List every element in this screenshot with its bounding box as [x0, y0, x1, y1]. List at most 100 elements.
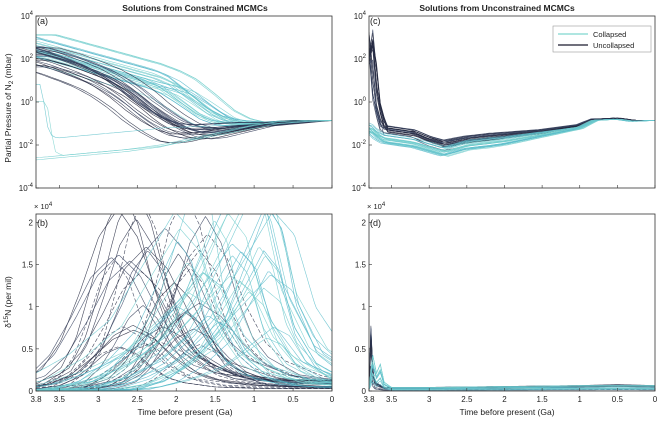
series-line-c	[369, 37, 655, 141]
series-line-d	[369, 327, 655, 388]
xtick-label-d: 0	[653, 395, 658, 404]
series-line-d	[369, 329, 655, 388]
xtick-label-b: 1	[252, 395, 257, 404]
series-line-b	[36, 302, 332, 391]
xtick-label-d: 1	[578, 395, 583, 404]
panel-c-chart: 10-4 10-2 100 102 104	[352, 11, 656, 193]
series-line-b	[36, 243, 332, 390]
xtick-label-d: 2.5	[461, 395, 473, 404]
series-layer-a	[36, 34, 332, 161]
panel-d-chart: 0 0.5 1 1.5 2 3.8 3.5 3 2.5 2 1.5 1 0.5 0	[355, 213, 658, 404]
panel-label-c: (c)	[370, 16, 381, 26]
series-line-b	[36, 214, 332, 391]
series-line-a	[36, 120, 332, 159]
series-line-b	[36, 214, 332, 391]
series-line-b	[36, 214, 332, 382]
series-layer-c	[369, 29, 655, 157]
panel-label-d: (d)	[370, 218, 381, 228]
ytick-label-d: 0	[362, 387, 367, 396]
ylabel-bottom: δ15N (per mil)	[3, 276, 13, 328]
series-line-a	[36, 48, 332, 126]
ytick-label-c: 104	[354, 11, 367, 21]
series-line-c	[369, 42, 655, 141]
series-line-b	[36, 214, 332, 391]
series-line-b	[36, 272, 332, 387]
series-line-d	[369, 344, 655, 389]
series-line-c	[369, 48, 655, 144]
series-line-d	[369, 372, 655, 390]
series-line-b	[36, 214, 332, 386]
series-line-b	[36, 247, 332, 383]
ytick-label-b: 1.5	[22, 261, 34, 270]
title-constrained: Solutions from Constrained MCMCs	[122, 3, 268, 13]
ytick-label-b: 0.5	[22, 345, 34, 354]
series-line-b	[36, 247, 332, 391]
series-line-a	[36, 38, 332, 124]
series-line-a	[36, 46, 332, 128]
series-line-b	[36, 214, 332, 391]
series-line-b	[36, 272, 332, 390]
series-line-a	[36, 56, 332, 127]
series-line-d	[369, 355, 655, 388]
series-line-b	[36, 214, 332, 391]
series-line-a	[36, 43, 332, 124]
legend-label-uncollapsed: Uncollapsed	[593, 41, 634, 50]
title-unconstrained: Solutions from Unconstrained MCMCs	[419, 3, 575, 13]
series-layer-b	[36, 214, 332, 391]
series-line-b	[36, 291, 332, 391]
series-line-b	[36, 214, 332, 382]
series-line-a	[36, 72, 332, 144]
xtick-label-d: 2	[502, 395, 507, 404]
ytick-label-b: 0	[29, 387, 34, 396]
series-line-d	[369, 329, 655, 388]
legend-box	[552, 25, 652, 53]
series-line-b	[36, 346, 332, 389]
series-layer-d	[369, 325, 655, 391]
series-line-b	[36, 326, 332, 388]
series-line-d	[369, 366, 655, 389]
series-line-a	[36, 42, 332, 124]
ytick-label-b: 1	[29, 303, 34, 312]
series-line-a	[36, 47, 332, 126]
xtick-label-b: 2.5	[132, 395, 144, 404]
series-line-d	[369, 362, 655, 389]
series-line-a	[36, 48, 332, 126]
series-line-d	[369, 376, 655, 390]
xtick-label-d: 3.8	[363, 395, 375, 404]
series-line-d	[369, 381, 655, 391]
xtick-label-b: 0.5	[287, 395, 299, 404]
ytick-label-d: 2	[362, 218, 367, 227]
series-line-b	[36, 306, 332, 387]
ytick-label-a: 104	[21, 11, 34, 21]
series-line-d	[369, 328, 655, 388]
series-line-c	[369, 40, 655, 141]
series-line-b	[36, 221, 332, 391]
xtick-label-b: 1.5	[210, 395, 222, 404]
series-line-b	[36, 241, 332, 390]
series-line-a	[36, 40, 332, 123]
ytick-label-d: 1.5	[355, 261, 367, 270]
series-line-d	[369, 338, 655, 389]
xtick-label-d: 3	[427, 395, 432, 404]
ytick-label-d: 0.5	[355, 345, 367, 354]
xtick-label-b: 3	[96, 395, 101, 404]
series-line-c	[369, 39, 655, 145]
series-line-a	[36, 46, 332, 128]
series-line-d	[369, 350, 655, 390]
xtick-label-b: 2	[174, 395, 179, 404]
series-line-b	[36, 214, 332, 391]
ytick-label-a: 10-2	[19, 140, 34, 150]
panel-label-b: (b)	[37, 218, 48, 228]
xtick-label-b: 3.8	[30, 395, 42, 404]
series-line-b	[36, 271, 332, 391]
ytick-label-a: 100	[21, 97, 34, 107]
series-line-c	[369, 118, 655, 151]
ytick-label-d: 1	[362, 303, 367, 312]
xtick-label-d: 0.5	[612, 395, 624, 404]
xtick-label-d: 1.5	[537, 395, 549, 404]
series-line-b	[36, 214, 332, 390]
xlabel-d: Time before present (Ga)	[459, 407, 554, 417]
xtick-label-d: 3.5	[386, 395, 398, 404]
panel-label-a: (a)	[37, 16, 48, 26]
